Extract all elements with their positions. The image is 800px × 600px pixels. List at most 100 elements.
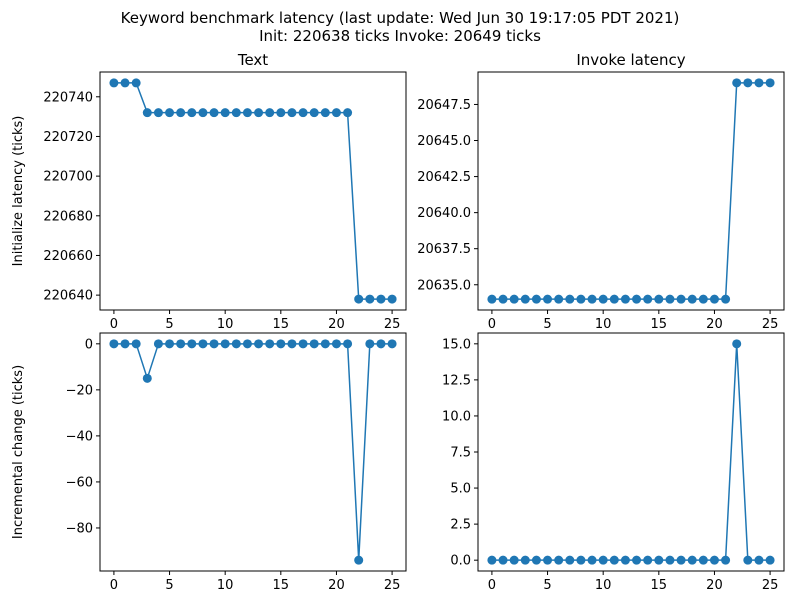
data-point [587, 294, 597, 304]
y-tick-label: 20647.5 [417, 98, 471, 113]
data-point [231, 108, 241, 118]
x-tick-label: 5 [165, 317, 173, 332]
data-point [665, 555, 675, 565]
subplot-text-initialize-latency: Text Initialize latency (ticks) 0 5 10 15 20 25… [11, 51, 407, 332]
series-line [491, 343, 771, 561]
data-point [620, 294, 630, 304]
data-point [354, 294, 364, 304]
data-point [765, 555, 775, 565]
series-line [113, 343, 393, 561]
data-point [242, 339, 252, 349]
data-point [543, 555, 553, 565]
x-tick-label: 15 [651, 317, 668, 332]
data-point [721, 555, 731, 565]
data-point [531, 294, 541, 304]
data-point [298, 339, 308, 349]
data-point [509, 555, 519, 565]
data-point [242, 108, 252, 118]
data-point [153, 339, 163, 349]
y-tick-label: −20 [66, 383, 93, 398]
data-point [331, 339, 341, 349]
data-point [498, 294, 508, 304]
data-point [109, 339, 119, 349]
data-point [365, 294, 375, 304]
x-tick-label: 0 [488, 578, 496, 593]
x-tick-label: 10 [595, 578, 612, 593]
data-point [131, 78, 141, 88]
data-point [165, 108, 175, 118]
data-point [220, 108, 230, 118]
data-point [331, 108, 341, 118]
data-point [654, 555, 664, 565]
x-tick-label: 25 [384, 317, 401, 332]
data-point [598, 555, 608, 565]
data-point [620, 555, 630, 565]
data-point [265, 108, 275, 118]
data-point [376, 339, 386, 349]
data-point [531, 555, 541, 565]
data-point [187, 108, 197, 118]
y-tick-label: 20642.5 [417, 170, 471, 185]
data-point [109, 78, 119, 88]
data-point [153, 108, 163, 118]
x-tick-label: 20 [706, 317, 723, 332]
y-tick-label: 12.5 [442, 373, 471, 388]
data-point [754, 555, 764, 565]
y-tick-label: 10.0 [442, 409, 471, 424]
data-point [743, 555, 753, 565]
data-point [354, 555, 364, 565]
x-tick-label: 0 [488, 317, 496, 332]
data-point [176, 108, 186, 118]
data-point [732, 78, 742, 88]
data-point [687, 294, 697, 304]
y-tick-label: 2.5 [450, 518, 471, 533]
data-point [343, 108, 353, 118]
x-tick-label: 20 [706, 578, 723, 593]
data-point [632, 555, 642, 565]
data-point [320, 339, 330, 349]
y-tick-label: −80 [66, 521, 93, 536]
data-point [187, 339, 197, 349]
data-point [309, 108, 319, 118]
y-tick-label: 0 [85, 337, 93, 352]
data-point [487, 555, 497, 565]
data-point [565, 294, 575, 304]
data-point [176, 339, 186, 349]
y-tick-label: 20645.0 [417, 134, 471, 149]
data-point [698, 555, 708, 565]
data-point [754, 78, 764, 88]
data-point [298, 108, 308, 118]
data-point [265, 339, 275, 349]
x-tick-label: 5 [543, 317, 551, 332]
data-point [131, 339, 141, 349]
data-point [665, 294, 675, 304]
data-point [609, 555, 619, 565]
y-tick-label: 15.0 [442, 337, 471, 352]
y-tick-label: 220660 [43, 249, 93, 264]
data-point [520, 555, 530, 565]
x-tick-label: 25 [384, 578, 401, 593]
subplot-invoke-incremental-change: 0 5 10 15 20 25 0.0 2.5 5.0 7.5 10.0 12.5 15.0 [442, 332, 785, 593]
data-point [709, 555, 719, 565]
x-tick-label: 20 [328, 578, 345, 593]
data-point [698, 294, 708, 304]
data-point [509, 294, 519, 304]
data-point [554, 555, 564, 565]
axes-frame [477, 71, 785, 311]
data-point [743, 78, 753, 88]
figure-title-line-1: Keyword benchmark latency (last update: … [121, 9, 680, 27]
x-tick-label: 25 [762, 578, 779, 593]
data-point [287, 339, 297, 349]
y-tick-label: 20635.0 [417, 278, 471, 293]
y-tick-label: 220700 [43, 170, 93, 185]
data-point [276, 108, 286, 118]
x-tick-label: 20 [328, 317, 345, 332]
y-tick-label: 0.0 [450, 554, 471, 569]
data-point [142, 373, 152, 383]
data-point [654, 294, 664, 304]
x-tick-label: 10 [595, 317, 612, 332]
data-point [165, 339, 175, 349]
x-tick-label: 0 [110, 578, 118, 593]
data-point [387, 294, 397, 304]
